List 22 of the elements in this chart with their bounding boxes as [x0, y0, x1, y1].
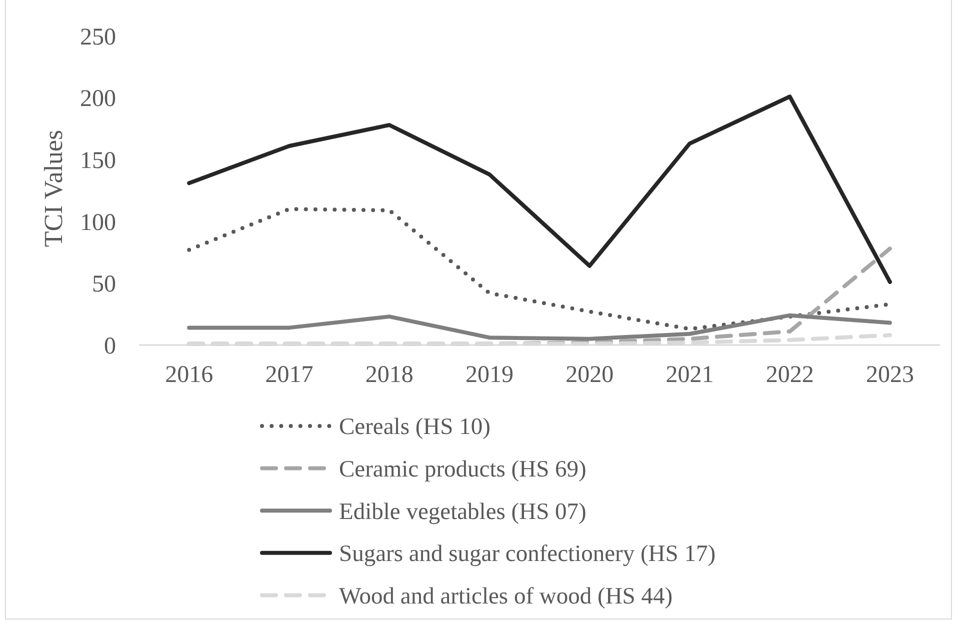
legend-label: Cereals (HS 10): [339, 414, 490, 440]
legend-label: Edible vegetables (HS 07): [339, 498, 586, 525]
legend-label: Ceramic products (HS 69): [339, 456, 586, 483]
y-axis-title: TCI Values: [39, 130, 68, 248]
x-tick-label: 2017: [265, 362, 314, 388]
x-tick-label: 2020: [566, 362, 614, 388]
y-tick-label: 250: [80, 24, 116, 50]
y-tick-label: 50: [92, 272, 116, 298]
x-tick-label: 2019: [465, 362, 514, 388]
x-tick-label: 2023: [866, 362, 914, 388]
legend-label: Sugars and sugar confectionery (HS 17): [339, 541, 716, 568]
x-tick-label: 2018: [365, 362, 414, 388]
x-tick-label: 2021: [666, 362, 714, 388]
legend-label: Wood and articles of wood (HS 44): [339, 583, 673, 610]
y-tick-label: 0: [104, 333, 116, 360]
y-tick-label: 150: [80, 148, 116, 174]
line-series: [187, 94, 892, 284]
y-tick-label: 100: [80, 210, 116, 236]
line-series: [187, 313, 892, 341]
y-tick-label: 200: [80, 86, 116, 112]
x-tick-label: 2016: [165, 362, 214, 388]
x-tick-label: 2022: [766, 362, 814, 388]
